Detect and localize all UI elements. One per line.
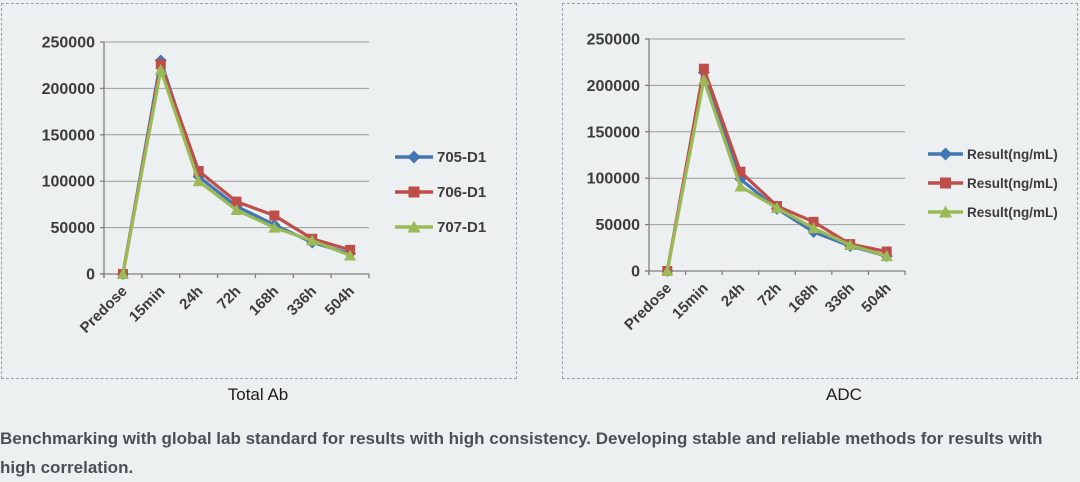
x-tick-label: 336h: [284, 283, 320, 319]
square-marker: [808, 216, 819, 227]
chart-caption-adc: ADC: [826, 385, 862, 404]
x-tick-label: 24h: [718, 280, 748, 310]
triangle-marker: [192, 175, 205, 187]
x-tick-label: 72h: [755, 280, 785, 310]
triangle-marker: [880, 250, 893, 262]
legend-diamond-marker: [939, 147, 952, 161]
y-tick-label: 200000: [587, 78, 640, 95]
triangle-marker: [807, 222, 820, 234]
x-tick-label: Predose: [621, 280, 675, 334]
y-tick-label: 250000: [587, 32, 640, 49]
y-tick-label: 50000: [51, 220, 96, 237]
triangle-marker: [844, 239, 857, 251]
legend-triangle-marker: [939, 205, 952, 218]
triangle-marker: [230, 203, 243, 215]
legend-square-marker: [408, 186, 420, 198]
benchmark-description: Benchmarking with global lab standard fo…: [0, 429, 1043, 477]
square-marker: [193, 165, 204, 176]
y-tick-label: 100000: [587, 171, 640, 188]
total-ab-chart: 0 50000 100000 150000 200000 250000 Predose15m…: [42, 35, 487, 337]
x-tick-label: 168h: [785, 280, 821, 316]
triangle-marker: [734, 180, 747, 192]
y-tick-label: 150000: [42, 127, 95, 144]
triangle-marker: [771, 201, 783, 213]
y-tick-label: 250000: [42, 35, 95, 52]
legend-label: Result(ng/mL): [967, 147, 1058, 162]
square-marker: [698, 63, 709, 74]
legend-square-marker: [940, 177, 951, 189]
legend-triangle-marker: [407, 220, 421, 233]
y-tick-label: 0: [86, 267, 95, 284]
x-tick-label: 168h: [246, 283, 282, 319]
y-tick-label: 50000: [596, 217, 641, 234]
legend-label: Result(ng/mL): [967, 176, 1058, 191]
square-marker: [269, 210, 280, 221]
legend-diamond-marker: [407, 150, 421, 164]
triangle-marker: [661, 265, 674, 276]
y-tick-label: 200000: [42, 81, 95, 98]
x-tick-label: 72h: [214, 283, 244, 313]
triangle-marker: [306, 234, 319, 246]
chart-panel-adc: 0 50000 100000 150000 200000 250000 Predose 15m…: [562, 3, 1078, 379]
triangle-marker: [697, 73, 710, 85]
legend-label: Result(ng/mL): [967, 205, 1058, 220]
legend-label: 707-D1: [437, 219, 486, 236]
chart-panel-total-ab: 0 50000 100000 150000 200000 250000 Predose 15m…: [1, 3, 517, 379]
triangle-marker: [154, 63, 167, 75]
x-tick-label: 336h: [822, 280, 858, 316]
legend-label: 705-D1: [437, 149, 486, 166]
x-tick-label: 15min: [126, 283, 169, 326]
triangle-marker: [344, 249, 357, 261]
adc-chart: 0 50000 100000 150000 200000 250000 Predose15m…: [587, 32, 1058, 334]
x-tick-label: 15min: [669, 280, 712, 323]
x-tick-label: Predose: [77, 283, 131, 337]
square-marker: [735, 166, 746, 177]
y-tick-label: 150000: [587, 124, 640, 141]
y-tick-label: 0: [631, 264, 640, 281]
x-tick-label: 504h: [858, 280, 894, 316]
triangle-marker: [116, 268, 129, 279]
chart-caption-total-ab: Total Ab: [227, 385, 289, 404]
x-tick-label: 24h: [176, 283, 206, 313]
triangle-marker: [268, 221, 281, 233]
legend-label: 706-D1: [437, 184, 486, 201]
square-marker: [231, 196, 242, 207]
y-tick-label: 100000: [42, 174, 95, 191]
x-tick-label: 504h: [322, 283, 358, 319]
